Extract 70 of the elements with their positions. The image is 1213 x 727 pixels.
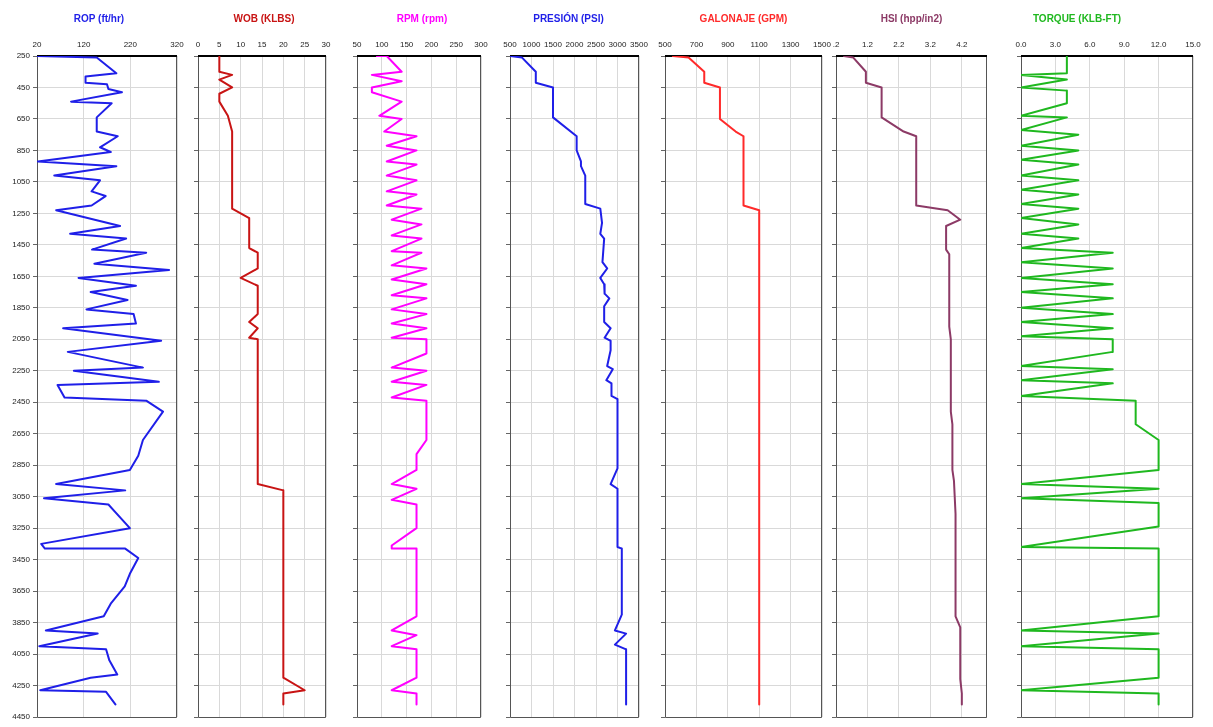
x-tick-label: 5 (217, 40, 223, 50)
x-tick-label: 6.0 (1084, 40, 1096, 50)
x-tick-label: 500 (658, 40, 673, 50)
x-tick-label: 1500 (813, 40, 832, 50)
y-tick-label: 250 (16, 51, 31, 61)
x-tick-label: 15.0 (1185, 40, 1202, 50)
x-tick-label: 3000 (608, 40, 627, 50)
x-tick-label: 700 (689, 40, 704, 50)
chart-title: TORQUE (KLB-FT) (1032, 12, 1122, 24)
y-tick-label: 2250 (12, 365, 31, 375)
y-tick-label: 1450 (12, 240, 31, 250)
y-tick-label: 1650 (12, 271, 31, 281)
x-tick-label: 3.0 (1049, 40, 1062, 50)
y-tick-label: 1250 (12, 208, 31, 218)
x-tick-label: 500 (503, 40, 518, 50)
y-tick-label: 850 (16, 145, 31, 155)
chart-title: WOB (KLBS) (233, 12, 295, 24)
x-tick-label: 12.0 (1150, 40, 1167, 50)
x-tick-label: 100 (375, 40, 390, 50)
y-tick-label: 2050 (12, 334, 31, 344)
x-tick-label: 2500 (587, 40, 606, 50)
y-tick-label: 4450 (12, 712, 31, 722)
x-tick-label: 50 (352, 40, 362, 50)
x-tick-label: 3500 (630, 40, 649, 50)
x-tick-label: .2 (832, 40, 840, 50)
chart-title: ROP (ft/hr) (73, 12, 125, 24)
x-tick-label: 300 (474, 40, 489, 50)
x-tick-label: 15 (257, 40, 267, 50)
y-tick-label: 1050 (12, 177, 31, 187)
x-tick-label: 0.0 (1015, 40, 1028, 50)
x-tick-label: 1100 (750, 40, 769, 50)
chart-title: GALONAJE (GPM) (699, 12, 788, 24)
chart-title: RPM (rpm) (396, 12, 448, 24)
y-tick-label: 1850 (12, 303, 31, 313)
x-tick-label: 1300 (781, 40, 801, 50)
y-tick-label: 3250 (12, 523, 31, 533)
x-tick-label: 25 (300, 40, 310, 50)
x-tick-label: 120 (76, 40, 91, 50)
y-tick-label: 4050 (12, 649, 31, 659)
y-tick-label: 4250 (12, 680, 31, 690)
x-tick-label: 320 (170, 40, 185, 50)
x-tick-label: 10 (236, 40, 246, 50)
y-tick-label: 2450 (12, 397, 31, 407)
x-tick-label: 2.2 (893, 40, 906, 50)
x-tick-label: 3.2 (924, 40, 937, 50)
y-tick-label: 3050 (12, 491, 31, 501)
y-tick-label: 450 (16, 82, 31, 92)
x-tick-label: 250 (449, 40, 464, 50)
x-tick-label: 150 (399, 40, 414, 50)
chart-title: PRESIÓN (PSI) (533, 11, 604, 24)
y-tick-label: 3450 (12, 554, 31, 564)
y-tick-label: 2850 (12, 460, 31, 470)
x-tick-label: 2000 (565, 40, 584, 50)
x-tick-label: 0 (195, 40, 201, 50)
x-tick-label: 1000 (522, 40, 541, 50)
y-tick-label: 2650 (12, 428, 31, 438)
chart-title: HSI (hpp/in2) (880, 12, 943, 24)
x-tick-label: 900 (721, 40, 736, 50)
x-tick-label: 4.2 (956, 40, 968, 50)
x-tick-label: 9.0 (1118, 40, 1131, 50)
y-tick-label: 3650 (12, 586, 31, 596)
x-tick-label: 1500 (544, 40, 563, 50)
x-tick-label: 20 (32, 40, 42, 50)
y-tick-label: 3850 (12, 617, 31, 627)
x-tick-label: 20 (278, 40, 289, 50)
y-tick-label: 650 (16, 114, 31, 124)
x-tick-label: 220 (123, 40, 138, 50)
x-tick-label: 30 (321, 40, 331, 50)
x-tick-label: 1.2 (861, 40, 874, 50)
x-tick-label: 200 (424, 40, 439, 50)
